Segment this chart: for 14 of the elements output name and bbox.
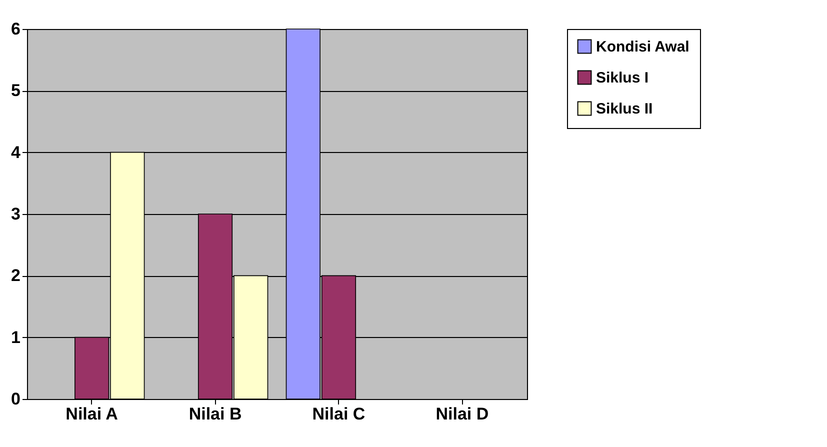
legend-label: Siklus I bbox=[596, 70, 649, 86]
y-tick-label: 0 bbox=[11, 390, 20, 408]
y-tick-label: 4 bbox=[11, 142, 22, 162]
y-tick-label: 2 bbox=[11, 266, 20, 286]
x-tick-label: Nilai A bbox=[66, 404, 118, 424]
x-tick-label: Nilai C bbox=[312, 404, 366, 424]
legend-label: Siklus II bbox=[596, 100, 653, 118]
x-tick-label: Nilai D bbox=[436, 404, 489, 424]
x-tick-label: Nilai B bbox=[188, 404, 242, 424]
y-tick-label: 3 bbox=[11, 204, 20, 224]
y-tick-label: 1 bbox=[11, 328, 20, 347]
y-tick-label: 5 bbox=[11, 81, 20, 100]
y-tick-label: 6 bbox=[11, 20, 20, 38]
legend-label: Kondisi Awal bbox=[596, 38, 690, 56]
